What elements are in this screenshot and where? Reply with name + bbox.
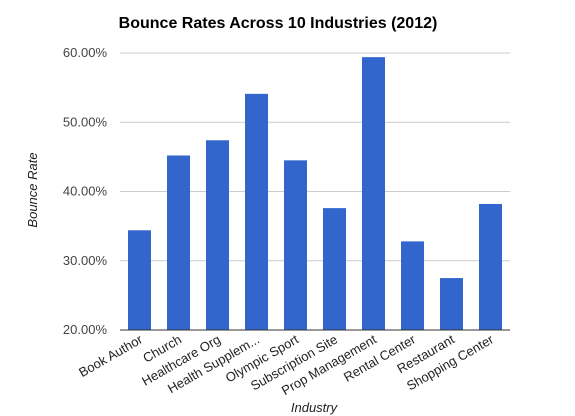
y-axis-title: Bounce Rate	[25, 152, 40, 227]
y-axis-ticks: 20.00% 30.00% 40.00% 50.00% 60.00%	[63, 45, 108, 337]
bar	[479, 203, 502, 330]
bar	[245, 93, 268, 330]
bar	[206, 140, 229, 330]
y-tick-label: 30.00%	[63, 253, 108, 268]
bar	[440, 278, 463, 330]
bar	[362, 57, 385, 330]
x-tick-label: Book Author	[76, 331, 145, 380]
bar	[128, 230, 151, 330]
bar	[323, 208, 346, 330]
bar	[284, 160, 307, 330]
bars	[128, 57, 502, 330]
bar	[167, 155, 190, 330]
y-tick-label: 50.00%	[63, 114, 108, 129]
chart-title: Bounce Rates Across 10 Industries (2012)	[119, 15, 438, 32]
bar	[401, 241, 424, 330]
y-tick-label: 60.00%	[63, 45, 108, 60]
y-tick-label: 40.00%	[63, 184, 108, 199]
x-axis-title: Industry	[291, 400, 339, 415]
y-tick-label: 20.00%	[63, 322, 108, 337]
